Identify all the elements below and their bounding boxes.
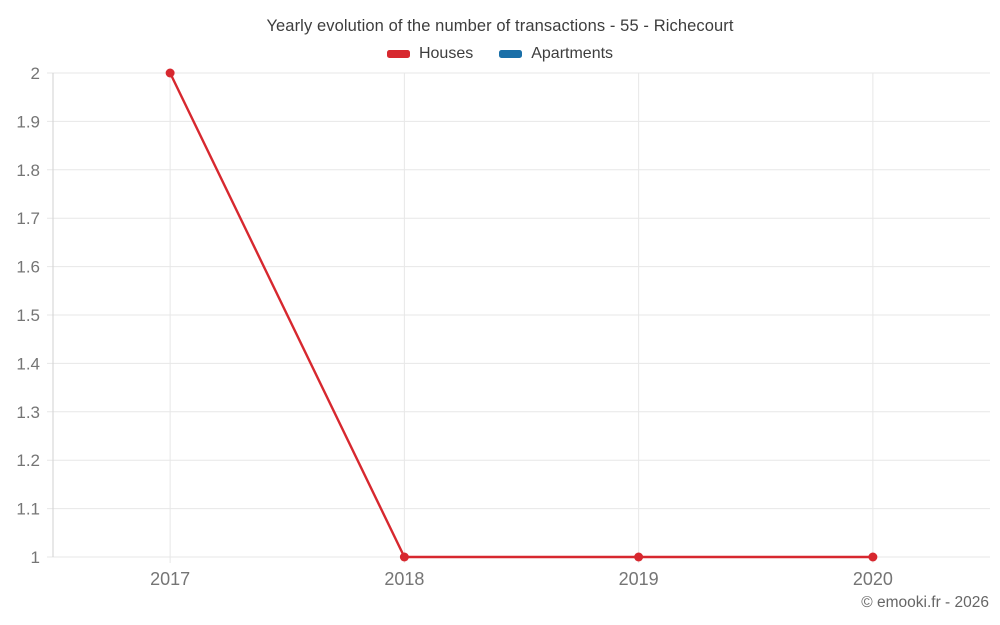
credit-text: © emooki.fr - 2026 [861, 594, 989, 611]
y-axis-tick-label: 1.8 [16, 161, 40, 180]
data-point[interactable] [634, 552, 644, 562]
y-axis-tick-label: 1.1 [16, 500, 40, 519]
chart-title: Yearly evolution of the number of transa… [266, 17, 734, 35]
y-axis-tick-label: 1.7 [16, 209, 40, 228]
y-axis-tick-label: 1.9 [16, 112, 40, 131]
legend-item-houses[interactable]: Houses [386, 45, 474, 63]
x-axis-tick-label: 2018 [384, 569, 424, 589]
legend-label-apartments: Apartments [531, 45, 614, 62]
legend: Houses Apartments [0, 45, 1000, 63]
y-axis-tick-label: 1.5 [16, 306, 40, 325]
y-axis-tick-label: 2 [31, 64, 40, 83]
y-axis-tick-label: 1 [31, 548, 40, 567]
houses-series-swatch-icon [386, 50, 410, 58]
y-axis-tick-label: 1.4 [16, 354, 40, 373]
data-point[interactable] [399, 552, 409, 562]
y-axis-tick-label: 1.2 [16, 451, 40, 470]
x-axis-tick-label: 2020 [853, 569, 893, 589]
data-point[interactable] [868, 552, 878, 562]
legend-label-houses: Houses [418, 45, 474, 62]
apartments-series-swatch-icon [499, 50, 523, 58]
legend-item-apartments[interactable]: Apartments [499, 45, 613, 63]
data-point[interactable] [165, 68, 175, 78]
y-axis-tick-label: 1.6 [16, 258, 40, 277]
x-axis-tick-label: 2017 [150, 569, 190, 589]
y-axis-tick-label: 1.3 [16, 403, 40, 422]
series-line-houses [168, 71, 875, 559]
x-axis-tick-label: 2019 [619, 569, 659, 589]
